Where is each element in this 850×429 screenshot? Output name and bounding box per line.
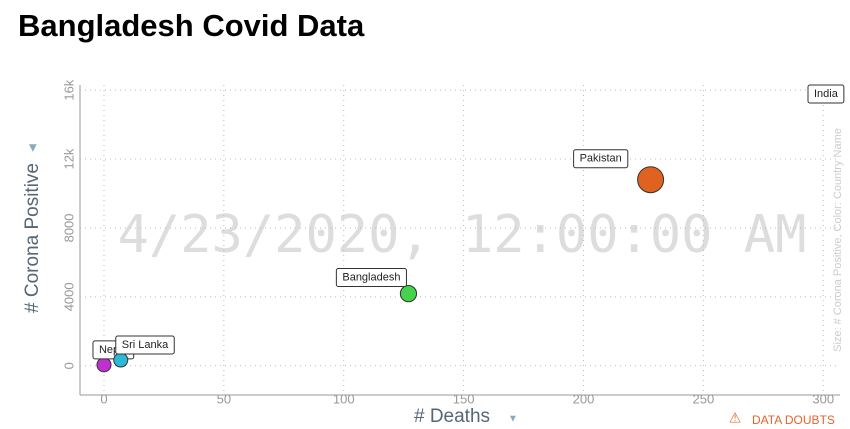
x-tick-label: 0 — [100, 391, 107, 406]
bubble-label: Bangladesh — [335, 268, 407, 288]
label-text: India — [814, 88, 839, 100]
warning-icon: ⚠ — [729, 410, 742, 424]
chart-title: Bangladesh Covid Data — [18, 8, 365, 43]
bubble-label: Pakistan — [573, 149, 629, 169]
x-tick-label: 250 — [692, 391, 714, 406]
y-tick-label: 0 — [61, 362, 76, 369]
bubble-label: Sri Lanka — [115, 335, 175, 355]
bubble — [96, 357, 112, 373]
y-tick-label: 8000 — [61, 213, 76, 242]
label-box — [807, 84, 845, 104]
bubble — [113, 352, 129, 368]
x-tick-label: 100 — [333, 391, 355, 406]
label-box — [573, 149, 629, 169]
y-axis-label: # Corona Positive — [22, 163, 43, 313]
label-text: Pakistan — [580, 153, 622, 165]
bubble — [637, 166, 665, 194]
size-label: Size: # Corona Positive, Color: Country … — [832, 128, 844, 352]
bubble — [399, 285, 418, 303]
x-tick-label: 200 — [573, 391, 595, 406]
label-text: Sri Lanka — [122, 339, 169, 351]
x-tick-label: 50 — [217, 391, 231, 406]
x-tick-label: 300 — [812, 391, 834, 406]
label-box — [115, 335, 175, 355]
y-axis-arrow: ◀ — [28, 144, 39, 152]
y-tick-label: 4000 — [61, 282, 76, 311]
y-tick-label: 16k — [61, 79, 76, 100]
bubble-label: India — [807, 84, 845, 104]
warning: DATA DOUBTS — [752, 413, 835, 424]
x-axis-arrow: ▼ — [508, 414, 518, 424]
label-text: Bangladesh — [342, 271, 400, 283]
time-label: 4/23/2020, 12:00:00 AM — [118, 205, 807, 265]
y-tick-label: 12k — [61, 148, 76, 169]
x-tick-label: 150 — [453, 391, 475, 406]
label-box — [335, 268, 407, 288]
x-axis-label: # Deaths — [414, 406, 490, 424]
